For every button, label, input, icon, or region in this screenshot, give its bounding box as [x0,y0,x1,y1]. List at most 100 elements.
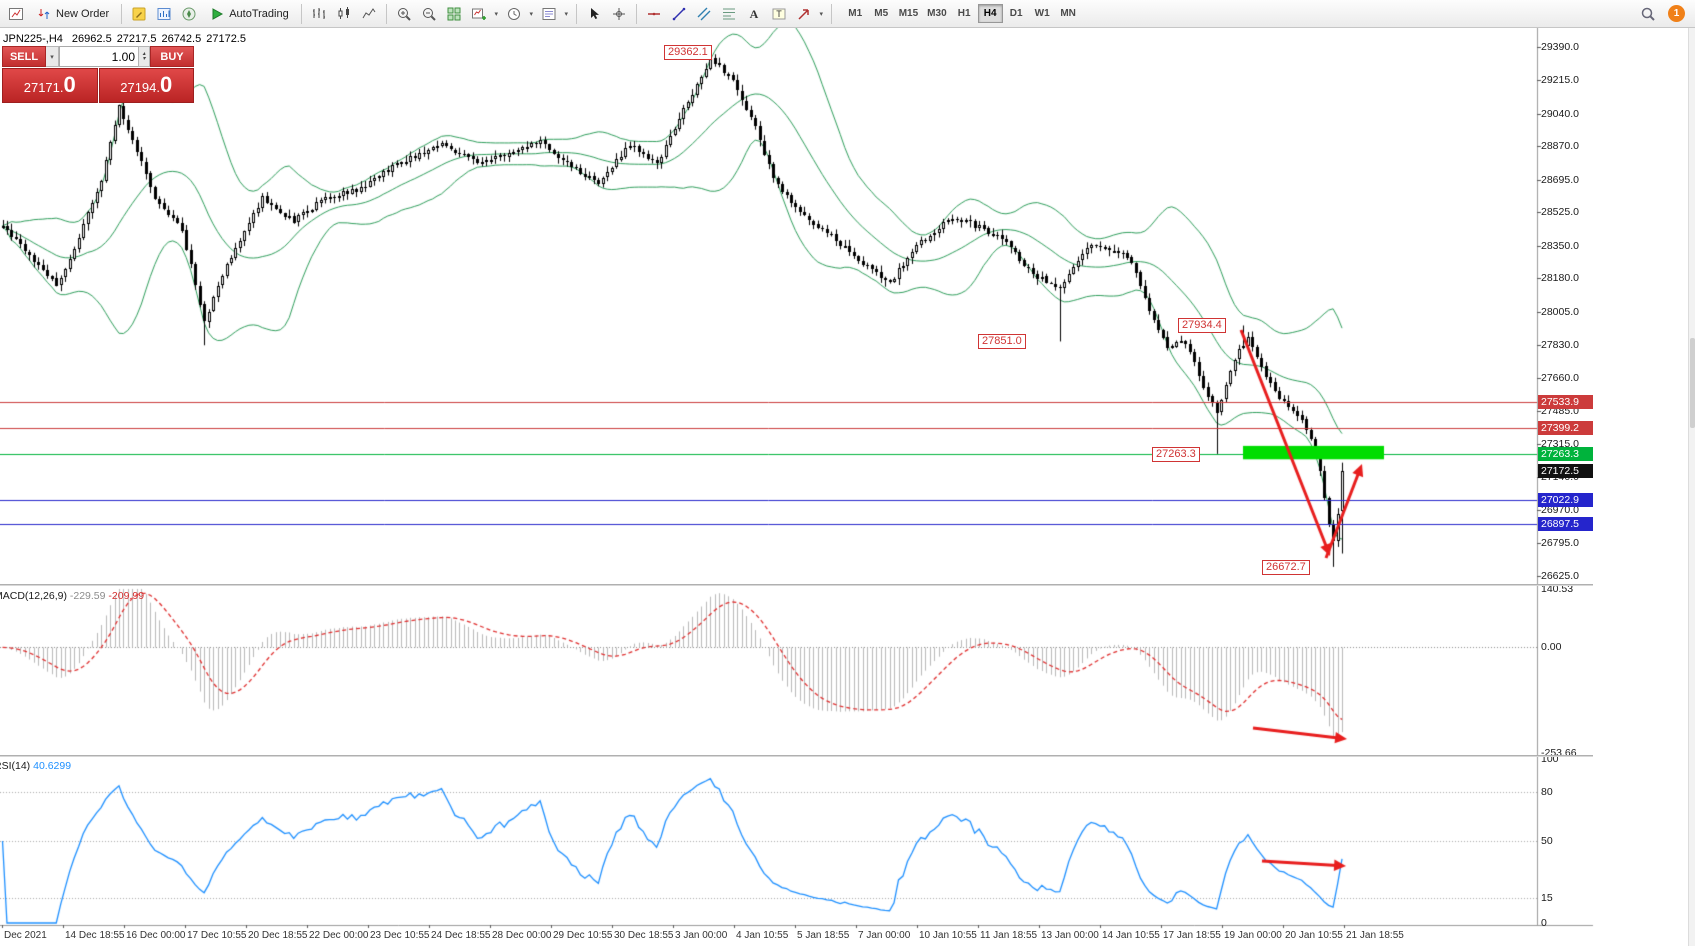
candlestick-chart-button[interactable] [332,2,356,26]
sell-price-button[interactable]: 27171. 0 [2,68,98,103]
chart-price-label[interactable]: 26672.7 [1262,559,1310,575]
autotrading-play-icon [212,7,224,20]
fibonacci-icon [722,8,735,19]
navigator-button[interactable] [177,2,201,26]
svg-text:T: T [776,9,782,19]
chart-price-label[interactable]: 29362.1 [664,45,712,61]
price-line-label: 27022.9 [1538,492,1593,507]
volume-spinner[interactable]: ▴ ▾ [138,46,150,67]
zoom-in-button[interactable] [392,2,416,26]
time-axis-label: 14 Jan 10:55 [1102,930,1160,941]
trendline-icon [672,7,686,20]
rsi-axis-tick: 80 [1541,785,1553,798]
timeframe-h1-button[interactable]: H1 [957,8,971,19]
text-button[interactable]: A [742,2,766,26]
price-axis-tick: 28180.0 [1541,272,1579,285]
horizontal-line-button[interactable] [642,2,666,26]
macd-name: MACD(12,26,9) [0,590,67,602]
dropdown-caret-icon[interactable]: ▾ [529,10,533,18]
data-window-button[interactable] [152,2,176,26]
buy-price-button[interactable]: 27194. 0 [98,68,194,103]
timeframe-w1-button[interactable]: W1 [1034,8,1050,19]
crosshair-icon [612,7,625,20]
timeframe-m5-button[interactable]: M5 [874,8,889,19]
macd-axis-tick: 140.53 [1541,583,1574,595]
timeframe-mn-button[interactable]: MN [1060,8,1076,19]
fibonacci-button[interactable] [717,2,741,26]
new-order-button[interactable]: New Order [29,2,116,26]
chart-canvas[interactable] [0,28,1695,946]
time-axis-label: 21 Jan 18:55 [1346,930,1404,941]
dropdown-caret-icon[interactable]: ▾ [819,10,823,18]
price-line-label: 27533.9 [1538,395,1593,410]
clock-icon [507,7,520,20]
scrollbar-thumb[interactable] [1690,338,1695,428]
spinner-up-icon[interactable]: ▴ [142,50,146,57]
price-axis-tick: 26625.0 [1541,570,1579,582]
metaeditor-button[interactable] [127,2,151,26]
template-icon [542,7,556,20]
rsi-indicator-label: RSI(14) 40.6299 [0,760,71,772]
new-chart-button[interactable] [467,2,491,26]
buy-price-main: 27194. [120,80,160,95]
notification-badge[interactable]: 1 [1668,5,1685,22]
time-axis-label: Dec 2021 [4,930,47,941]
text-label-button[interactable]: T [767,2,791,26]
zoom-out-icon [422,7,436,21]
price-line-label: 27399.2 [1538,420,1593,435]
timeframe-m30-button[interactable]: M30 [927,8,947,19]
time-axis-label: 10 Jan 10:55 [919,930,977,941]
tile-windows-button[interactable] [442,2,466,26]
arrows-button[interactable] [792,2,816,26]
bar-chart-button[interactable] [307,2,331,26]
buy-button[interactable]: BUY [150,46,194,67]
one-click-top-row: SELL ▾ ▴▾ BUY [2,46,194,67]
new-order-icon [38,8,50,19]
toolbar-right-group: 1 [1636,2,1691,26]
horizontal-line-icon [647,12,660,15]
rsi-axis-tick: 0 [1541,917,1547,929]
macd-axis-tick: 0.00 [1541,641,1562,654]
chart-price-label[interactable]: 27851.0 [978,334,1026,350]
vertical-scrollbar[interactable] [1688,28,1695,946]
chart-window-icon[interactable] [4,2,28,26]
price-axis-tick: 28005.0 [1541,305,1579,318]
new-order-label: New Order [56,7,110,20]
dropdown-caret-icon[interactable]: ▾ [494,10,498,18]
data-window-icon [157,7,171,20]
search-button[interactable] [1636,2,1660,26]
autotrading-button[interactable]: AutoTrading [202,2,296,26]
time-axis-label: 13 Jan 00:00 [1041,930,1099,941]
macd-main-value: -229.59 [69,590,106,602]
volume-input[interactable] [59,46,138,67]
crosshair-button[interactable] [607,2,631,26]
equidistant-channel-button[interactable] [692,2,716,26]
spinner-down-icon[interactable]: ▾ [142,55,146,62]
trendline-button[interactable] [667,2,691,26]
timeframe-h4-button[interactable]: H4 [977,4,1003,23]
panel-splitter[interactable] [0,584,1593,586]
timeframe-d1-button[interactable]: D1 [1009,8,1023,19]
sell-button[interactable]: SELL [2,46,46,67]
time-axis-label: 23 Dec 10:55 [370,930,430,941]
period-button[interactable] [502,2,526,26]
volume-dropdown-icon[interactable]: ▾ [46,46,59,67]
template-button[interactable] [537,2,561,26]
time-axis-label: 24 Dec 18:55 [431,930,491,941]
timeframe-m1-button[interactable]: M1 [848,8,863,19]
chart-price-label[interactable]: 27934.4 [1178,318,1226,334]
cursor-button[interactable] [582,2,606,26]
chart-price-label[interactable]: 27263.3 [1152,446,1200,462]
timeframe-m15-button[interactable]: M15 [898,8,919,19]
toolbar-separator [635,3,637,24]
line-chart-button[interactable] [357,2,381,26]
panel-splitter[interactable] [0,755,1593,757]
arrow-tool-icon [798,8,809,20]
chart-window-icon [9,7,23,20]
dropdown-caret-icon[interactable]: ▾ [564,10,568,18]
time-axis-label: 29 Dec 10:55 [553,930,613,941]
zoom-out-button[interactable] [417,2,441,26]
timeframe-toolbar: M1 M5 M15 M30 H1 H4 D1 W1 MN [843,4,1081,23]
price-axis-tick: 28525.0 [1541,206,1579,219]
time-axis-label: 14 Dec 18:55 [65,930,125,941]
